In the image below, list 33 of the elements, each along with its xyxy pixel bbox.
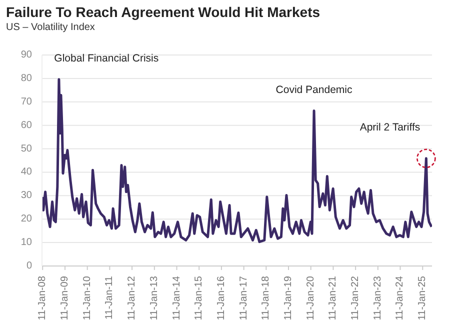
- x-tick-label: 11-Jan-21: [328, 276, 339, 320]
- x-tick-label: 11-Jan-16: [216, 276, 227, 320]
- x-tick-label: 11-Jan-12: [126, 276, 138, 320]
- y-tick-label: 40: [20, 166, 32, 178]
- x-tick-label: 11-Jan-18: [260, 276, 272, 320]
- annotation: April 2 Tariffs: [360, 121, 420, 134]
- x-tick-label: 11-Jan-11: [104, 276, 116, 320]
- x-tick-label: 11-Jan-09: [60, 276, 71, 320]
- y-tick-label: 10: [20, 237, 32, 248]
- chart-subtitle: US – Volatility Index: [6, 22, 95, 33]
- y-tick-label: 50: [20, 143, 32, 154]
- x-tick-label: 11-Jan-24: [394, 276, 406, 320]
- x-tick-label: 11-Jan-22: [350, 276, 362, 320]
- y-tick-label: 70: [20, 96, 32, 108]
- annotation: Global Financial Crisis: [54, 52, 159, 64]
- y-tick-label: 30: [20, 190, 32, 202]
- x-tick-label: 11-Jan-20: [305, 276, 316, 320]
- x-tick-label: 11-Jan-14: [171, 276, 182, 320]
- chart-title: Failure To Reach Agreement Would Hit Markets: [6, 4, 320, 20]
- annotation: Covid Pandemic: [276, 84, 352, 96]
- y-tick-label: 20: [20, 214, 32, 225]
- x-tick-label: 11-Jan-08: [37, 276, 48, 320]
- x-tick-label: 11-Jan-13: [148, 276, 160, 320]
- x-tick-label: 11-Jan-15: [194, 276, 205, 320]
- x-tick-label: 11-Jan-19: [282, 276, 294, 320]
- y-tick-label: 80: [20, 72, 32, 84]
- x-tick-label: 11-Jan-25: [417, 276, 428, 320]
- x-tick-label: 11-Jan-17: [238, 276, 250, 320]
- x-tick-label: 11-Jan-23: [372, 276, 384, 320]
- x-tick-label: 11-Jan-10: [82, 276, 93, 320]
- y-tick-label: 90: [20, 50, 32, 60]
- y-tick-label: 60: [20, 120, 32, 131]
- y-tick-label: 0: [26, 260, 32, 272]
